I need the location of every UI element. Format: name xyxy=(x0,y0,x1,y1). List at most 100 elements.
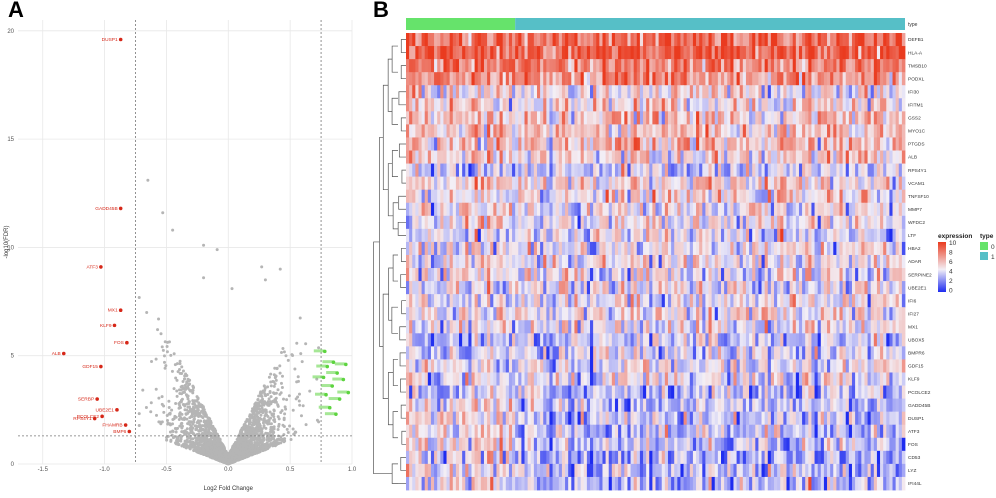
heatmap-cell xyxy=(864,72,868,86)
heatmap-cell xyxy=(527,111,532,125)
heatmap-cell xyxy=(680,150,684,164)
heatmap-cell xyxy=(515,98,519,112)
heatmap-cell xyxy=(895,202,900,217)
data-point xyxy=(175,362,179,366)
data-point xyxy=(255,410,259,414)
heatmap-cell xyxy=(798,85,803,99)
heatmap-cell xyxy=(493,72,497,86)
heatmap-cell xyxy=(780,59,784,73)
heatmap-cell xyxy=(515,59,519,73)
heatmap-cell xyxy=(786,124,791,138)
data-point xyxy=(264,447,268,451)
heatmap-cell xyxy=(867,150,872,164)
heatmap-cell xyxy=(596,189,600,204)
heatmap-cell xyxy=(590,163,594,178)
heatmap-cell xyxy=(876,111,881,125)
heatmap-cell xyxy=(895,98,900,112)
background-points xyxy=(137,178,321,466)
heatmap-cell xyxy=(867,163,872,178)
heatmap-cell xyxy=(761,59,766,73)
data-point xyxy=(188,444,192,448)
heatmap-cell xyxy=(652,150,656,164)
heatmap-cell xyxy=(739,137,744,151)
heatmap-cell xyxy=(490,163,494,178)
heatmap-cell xyxy=(811,72,815,86)
heatmap-cell xyxy=(724,72,728,86)
data-point xyxy=(213,427,217,431)
heatmap-cell xyxy=(586,163,591,178)
heatmap-cell xyxy=(543,150,547,164)
heatmap-cell xyxy=(689,189,694,204)
heatmap-cell xyxy=(655,137,660,151)
heatmap-cell xyxy=(499,46,504,60)
heatmap-cell xyxy=(643,46,647,60)
heatmap-cell xyxy=(683,111,688,125)
heatmap-cell xyxy=(465,163,469,178)
heatmap-cell xyxy=(555,85,560,99)
heatmap-cell xyxy=(667,202,672,217)
heatmap-cell xyxy=(524,85,529,99)
heatmap-cell xyxy=(814,98,819,112)
heatmap-cell xyxy=(671,85,675,99)
heatmap-cell xyxy=(823,137,828,151)
heatmap-cell xyxy=(459,163,463,178)
type-annotation-bar xyxy=(406,18,905,30)
heatmap-cell xyxy=(499,163,504,178)
heatmap-cell xyxy=(409,46,413,60)
heatmap-cell xyxy=(580,98,585,112)
heatmap-cell xyxy=(736,33,741,47)
heatmap-cell xyxy=(867,33,872,47)
data-point xyxy=(198,404,202,408)
heatmap-cell xyxy=(864,202,868,217)
heatmap-cell xyxy=(820,33,825,47)
heatmap-cell xyxy=(621,202,625,217)
data-point xyxy=(273,366,277,370)
heatmap-cell xyxy=(455,85,460,99)
heatmap-cell xyxy=(633,46,638,60)
heatmap-cell xyxy=(418,59,422,73)
heatmap-cell xyxy=(652,137,656,151)
down-gene-point xyxy=(125,340,129,345)
heatmap-cell xyxy=(836,202,840,217)
heatmap-cell xyxy=(845,46,850,60)
data-point xyxy=(155,413,159,417)
heatmap-cell xyxy=(452,150,457,164)
data-point xyxy=(191,391,195,395)
heatmap-cell xyxy=(705,111,709,125)
heatmap-cell xyxy=(611,98,616,112)
heatmap-cell xyxy=(561,46,566,60)
heatmap-cell xyxy=(839,85,844,99)
heatmap-cell xyxy=(608,163,613,178)
heatmap-cell xyxy=(789,176,794,191)
heatmap-cell xyxy=(680,98,684,112)
heatmap-cell xyxy=(677,150,681,164)
heatmap-cell xyxy=(780,189,784,204)
heatmap-cell xyxy=(533,150,538,164)
heatmap-cell xyxy=(571,137,575,151)
data-point xyxy=(272,380,276,384)
heatmap-cell xyxy=(861,111,865,125)
heatmap-cell xyxy=(552,137,557,151)
heatmap-cell xyxy=(774,33,778,47)
data-point xyxy=(232,460,236,464)
heatmap-cell xyxy=(614,202,619,217)
heatmap-cell xyxy=(739,150,744,164)
heatmap-cell xyxy=(867,176,872,191)
heatmap-cell xyxy=(574,163,578,178)
data-point xyxy=(165,350,169,354)
heatmap-cell xyxy=(880,98,884,112)
heatmap-cell xyxy=(599,33,603,47)
heatmap-cell xyxy=(696,163,700,178)
heatmap-cell xyxy=(692,72,697,86)
heatmap-cell xyxy=(811,189,815,204)
data-point xyxy=(160,345,164,349)
heatmap-cell xyxy=(618,111,622,125)
heatmap-cell xyxy=(633,72,638,86)
heatmap-cell xyxy=(443,46,447,60)
heatmap-cell xyxy=(777,33,781,47)
heatmap-cell xyxy=(839,124,844,138)
heatmap-cell xyxy=(561,72,566,86)
heatmap-cell xyxy=(724,85,728,99)
heatmap-cell xyxy=(424,98,429,112)
heatmap-cell xyxy=(512,176,516,191)
